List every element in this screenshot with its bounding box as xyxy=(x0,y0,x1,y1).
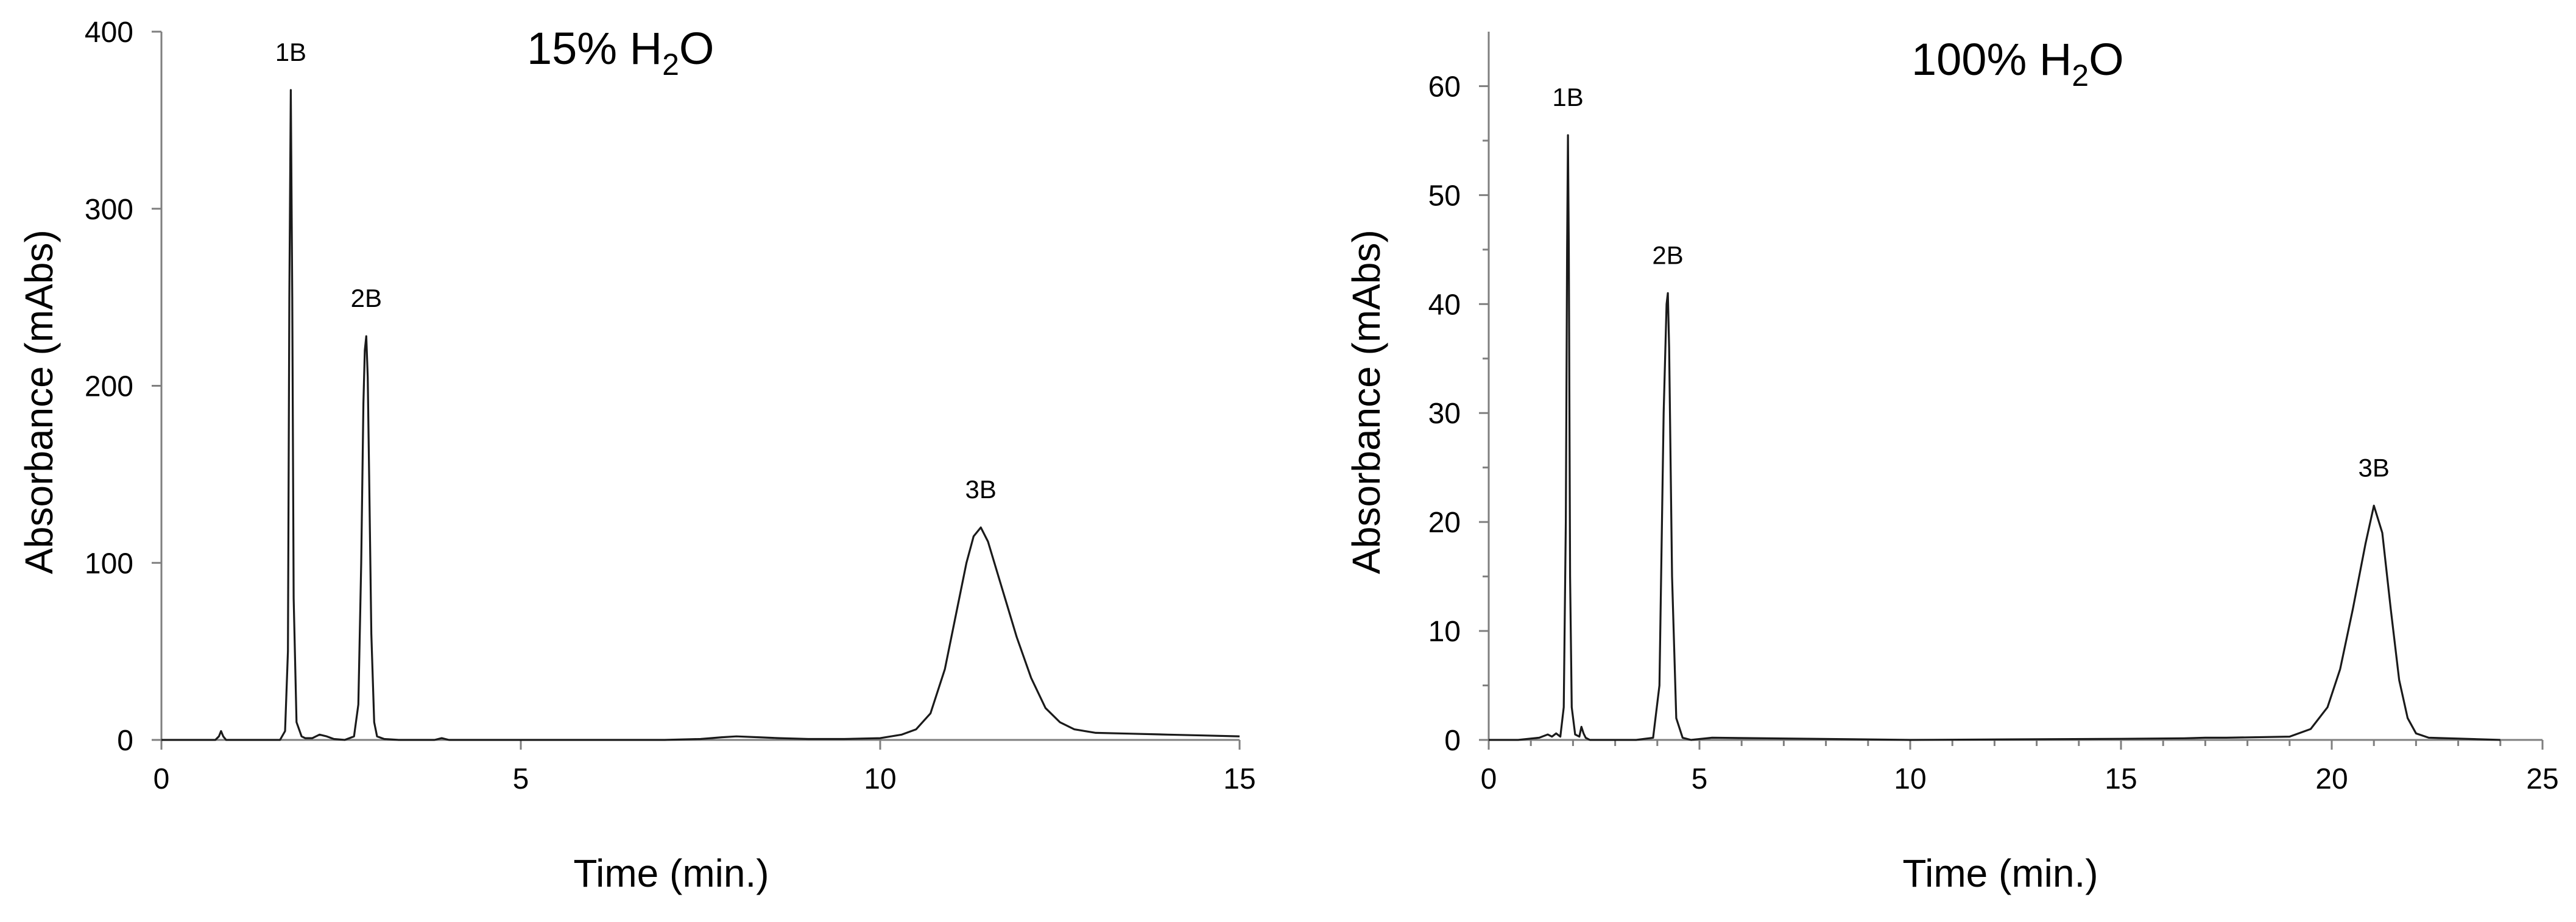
y-axis-title: Absorbance (mAbs) xyxy=(1344,230,1388,574)
x-tick-label: 10 xyxy=(864,763,896,795)
y-tick-label: 30 xyxy=(1428,398,1461,430)
y-axis-ticks: 0 100 200 300 400 xyxy=(85,16,161,757)
x-tick-label: 15 xyxy=(1223,763,1255,795)
x-axis-title: Time (min.) xyxy=(573,851,769,895)
y-tick-label: 400 xyxy=(85,16,133,49)
y-tick-label: 20 xyxy=(1428,507,1461,539)
y-tick-label: 0 xyxy=(117,725,133,757)
peak-labels: 1B 2B 3B xyxy=(1552,83,2389,482)
peak-labels: 1B 2B 3B xyxy=(275,38,997,504)
x-tick-label: 10 xyxy=(1894,763,1926,795)
peak-label-1b: 1B xyxy=(275,38,306,66)
chart-title: 15% H2O xyxy=(527,23,714,82)
chart-title-suffix: O xyxy=(2089,34,2124,85)
chart-title-main: 15% H xyxy=(527,23,662,74)
chromatogram-100-percent-water: 100% H2O Time (min.) Absorbance (mAbs) 0… xyxy=(1344,32,2559,895)
chart-title-main: 100% H xyxy=(1911,34,2072,85)
peak-label-2b: 2B xyxy=(1652,241,1683,269)
y-tick-label: 300 xyxy=(85,194,133,226)
chart-title: 100% H2O xyxy=(1911,34,2124,93)
x-axis-ticks: 0 5 10 15 xyxy=(154,740,1256,795)
y-tick-label: 60 xyxy=(1428,71,1461,103)
plot-area xyxy=(161,89,1240,741)
plot-area xyxy=(1489,134,2500,741)
chart-title-subscript: 2 xyxy=(2072,58,2089,93)
y-tick-label: 100 xyxy=(85,547,133,580)
x-axis-title: Time (min.) xyxy=(1902,851,2098,895)
peak-label-3b: 3B xyxy=(965,475,997,504)
x-tick-label: 20 xyxy=(2315,763,2348,795)
y-tick-label: 200 xyxy=(85,371,133,403)
x-tick-label: 0 xyxy=(154,763,170,795)
peak-label-2b: 2B xyxy=(351,284,382,312)
chart-title-subscript: 2 xyxy=(662,48,679,82)
x-tick-label: 5 xyxy=(1692,763,1708,795)
chromatogram-trace xyxy=(1489,134,2500,741)
x-tick-label: 15 xyxy=(2105,763,2137,795)
y-axis-ticks: 0 10 20 30 40 50 60 xyxy=(1428,71,1489,757)
peak-label-1b: 1B xyxy=(1552,83,1583,111)
peak-label-3b: 3B xyxy=(2359,453,2390,482)
y-tick-label: 0 xyxy=(1444,725,1461,757)
y-tick-label: 40 xyxy=(1428,289,1461,321)
chromatogram-trace xyxy=(161,89,1240,741)
y-axis-title: Absorbance (mAbs) xyxy=(17,230,61,574)
chart-title-suffix: O xyxy=(679,23,715,74)
x-tick-label: 5 xyxy=(513,763,529,795)
x-tick-label: 0 xyxy=(1481,763,1497,795)
y-tick-label: 10 xyxy=(1428,616,1461,648)
chromatogram-15-percent-water: 15% H2O Time (min.) Absorbance (mAbs) 0 1… xyxy=(17,16,1256,895)
x-tick-label: 25 xyxy=(2526,763,2558,795)
x-axis-ticks: 0 5 10 15 20 25 xyxy=(1481,740,2559,795)
y-tick-label: 50 xyxy=(1428,180,1461,212)
